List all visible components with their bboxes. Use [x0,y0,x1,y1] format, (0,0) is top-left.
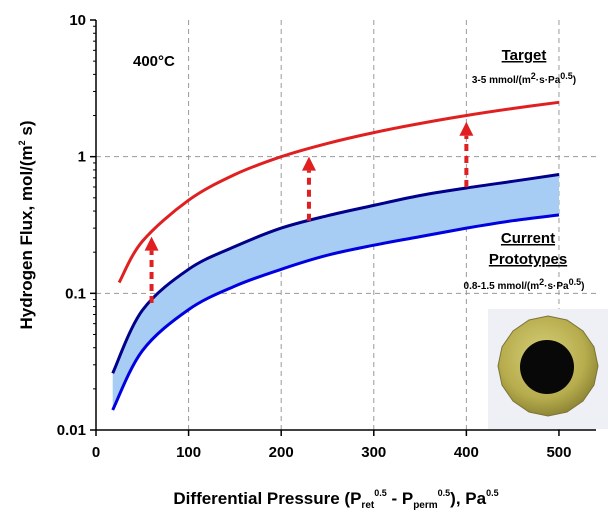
target-label: Target [502,47,547,64]
x-tick-label: 400 [454,444,479,461]
current-label-line2: Prototypes [489,251,567,268]
current-value-label: 0.8-1.5 mmol/(m2·s·Pa0.5) [464,277,585,292]
temperature-label: 400°C [133,53,175,70]
x-tick-label: 200 [269,444,294,461]
x-tick-labels: 0 100 200 300 400 500 [92,444,572,461]
prototype-band-fill [112,174,559,410]
y-axis-title: Hydrogen Flux, mol/(m2 s) [17,120,36,329]
series-line-lower [111,213,560,411]
x-tick-label: 0 [92,444,100,461]
series-line-target [117,100,560,284]
y-tick-label: 0.01 [57,422,86,439]
y-tick-labels: 0.01 0.1 1 10 [57,12,86,439]
axis-ticks [90,19,560,436]
prototype-band [112,174,559,410]
target-value-label: 3-5 mmol/(m2·s·Pa0.5) [472,71,576,86]
series-line-upper [111,173,560,374]
membrane-disc-photo [488,309,608,429]
y-tick-label: 1 [78,149,86,166]
arrow-head [301,156,316,171]
arrow-head [144,236,159,251]
x-tick-label: 300 [361,444,386,461]
current-label-line1: Current [501,230,555,247]
arrow-head [459,121,474,136]
improvement-arrows [144,121,474,303]
y-tick-label: 0.1 [65,285,86,302]
x-tick-label: 100 [176,444,201,461]
y-tick-label: 10 [69,12,86,29]
series-lines [111,100,560,411]
x-axis-title: Differential Pressure (Pret0.5 - Pperm0.… [173,488,498,511]
x-tick-label: 500 [546,444,571,461]
disc-center [520,340,574,394]
